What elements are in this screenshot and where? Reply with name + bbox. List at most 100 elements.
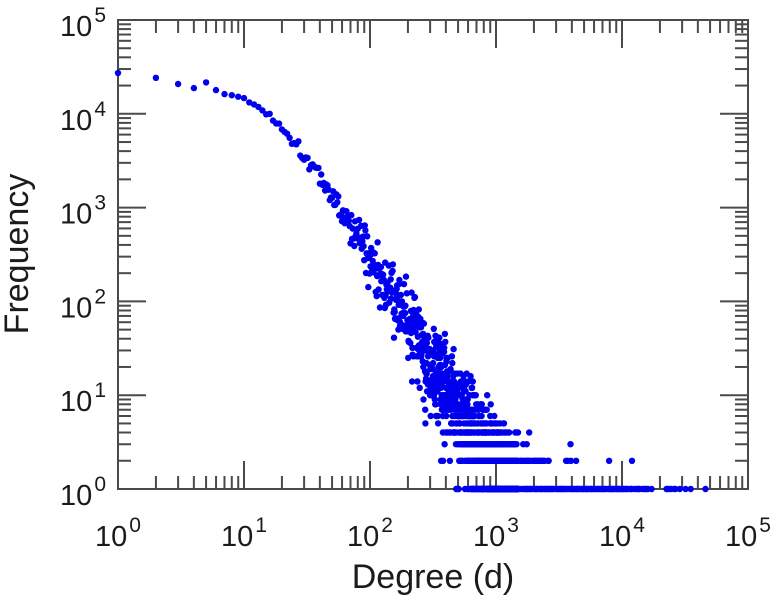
data-point bbox=[360, 243, 367, 250]
y-tick-label: 102 bbox=[60, 285, 106, 324]
y-tick-label: 101 bbox=[60, 379, 106, 418]
data-point bbox=[377, 263, 385, 271]
scatter-points bbox=[114, 69, 709, 493]
data-point bbox=[442, 338, 449, 346]
data-point bbox=[420, 396, 427, 403]
data-point bbox=[513, 441, 520, 448]
data-point bbox=[221, 90, 228, 98]
data-point bbox=[362, 227, 369, 234]
y-tick-label: 104 bbox=[60, 98, 106, 137]
data-point bbox=[396, 276, 403, 284]
data-point bbox=[390, 334, 398, 341]
data-point bbox=[434, 420, 442, 427]
data-point bbox=[464, 401, 471, 408]
data-point bbox=[304, 154, 311, 162]
data-point bbox=[523, 441, 530, 448]
data-point bbox=[432, 401, 439, 408]
data-point bbox=[387, 295, 395, 302]
x-tick-label: 103 bbox=[473, 514, 519, 553]
data-point bbox=[389, 261, 397, 268]
data-point bbox=[467, 372, 474, 380]
data-point bbox=[174, 80, 182, 88]
data-point bbox=[415, 306, 422, 313]
data-point bbox=[514, 429, 522, 436]
data-point bbox=[375, 286, 382, 293]
x-tick-label: 104 bbox=[599, 514, 645, 553]
data-point bbox=[469, 378, 476, 385]
data-point bbox=[334, 199, 341, 206]
data-point bbox=[411, 293, 419, 301]
data-point bbox=[567, 441, 574, 448]
data-point bbox=[364, 233, 371, 240]
data-point bbox=[431, 396, 438, 403]
data-point bbox=[397, 291, 405, 299]
data-point bbox=[371, 250, 378, 257]
data-point bbox=[422, 420, 429, 427]
data-point bbox=[315, 164, 322, 172]
data-point bbox=[430, 325, 437, 332]
data-point bbox=[387, 276, 394, 283]
data-point bbox=[318, 171, 325, 178]
data-point bbox=[450, 345, 457, 353]
data-point bbox=[628, 457, 636, 464]
data-point bbox=[429, 359, 437, 367]
data-point bbox=[676, 485, 683, 493]
data-point bbox=[436, 334, 443, 341]
data-point bbox=[359, 238, 366, 245]
data-point bbox=[425, 334, 432, 341]
data-point bbox=[567, 457, 575, 464]
data-point bbox=[246, 99, 253, 106]
data-point bbox=[449, 359, 456, 367]
data-point bbox=[376, 304, 384, 311]
plot-frame-and-ticks bbox=[117, 19, 749, 490]
axis-tick-labels: 100 101 102 103 104 105 100 101 102 103 104 105 bbox=[60, 4, 771, 553]
data-point bbox=[446, 457, 454, 464]
data-point bbox=[465, 378, 472, 385]
data-point bbox=[286, 134, 293, 141]
x-tick-label: 101 bbox=[221, 514, 267, 553]
data-point bbox=[295, 138, 302, 145]
data-point bbox=[212, 86, 220, 94]
data-point bbox=[487, 401, 494, 408]
data-point bbox=[228, 92, 235, 99]
data-point bbox=[402, 273, 410, 280]
data-point bbox=[500, 420, 508, 427]
data-point bbox=[365, 283, 372, 291]
data-point bbox=[348, 211, 355, 219]
data-point bbox=[506, 429, 513, 436]
data-point bbox=[345, 217, 353, 224]
data-point bbox=[468, 384, 476, 391]
data-point bbox=[407, 339, 414, 347]
data-point bbox=[439, 457, 447, 464]
data-point bbox=[671, 485, 678, 493]
data-point bbox=[427, 412, 434, 420]
data-point bbox=[702, 485, 709, 493]
data-point bbox=[605, 457, 613, 464]
data-point bbox=[235, 93, 242, 100]
data-point bbox=[405, 354, 412, 362]
data-point bbox=[416, 384, 423, 391]
y-tick-label: 103 bbox=[60, 192, 106, 231]
data-point bbox=[408, 289, 415, 296]
data-point bbox=[335, 193, 342, 200]
data-point bbox=[429, 365, 436, 373]
data-point bbox=[478, 401, 485, 408]
plot-frame bbox=[117, 19, 749, 490]
data-point bbox=[478, 412, 485, 420]
x-tick-label: 105 bbox=[725, 514, 771, 553]
data-point bbox=[351, 242, 358, 250]
data-point bbox=[402, 302, 409, 309]
data-point bbox=[423, 370, 430, 377]
data-point bbox=[379, 271, 387, 278]
data-point bbox=[644, 485, 651, 493]
data-point bbox=[423, 339, 431, 347]
data-point bbox=[664, 485, 671, 493]
data-point bbox=[462, 388, 469, 395]
data-point bbox=[472, 392, 479, 399]
data-point bbox=[190, 84, 198, 92]
data-point bbox=[545, 457, 552, 464]
data-point bbox=[687, 485, 694, 493]
data-point bbox=[114, 69, 122, 77]
